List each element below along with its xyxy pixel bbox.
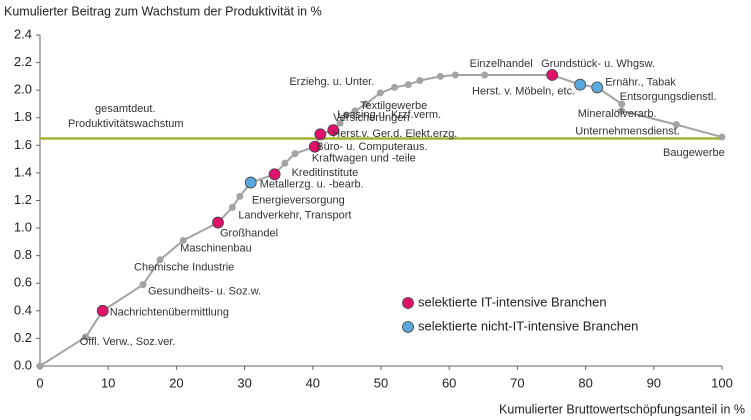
point [376, 89, 384, 97]
legend-label: selektierte nicht-IT-intensive Branchen [418, 318, 638, 333]
point [228, 203, 236, 211]
point-label: Kraftwagen und -teile [312, 153, 416, 165]
point-label: Großhandel [220, 227, 278, 239]
point [618, 100, 626, 108]
point [179, 236, 187, 244]
point-label: Entsorgungsdienstl. [620, 91, 717, 103]
point-label: Ernähr., Tabak [605, 76, 676, 88]
y-tick-label: 2.2 [14, 54, 32, 69]
y-tick-label: 0.2 [14, 330, 32, 345]
point-label: Büro- u. Computeraus. [316, 141, 427, 153]
y-tick-label: 0.8 [14, 247, 32, 262]
y-tick-label: 0.6 [14, 275, 32, 290]
x-axis-title: Kumulierter Bruttowertschöpfungsanteil i… [499, 402, 745, 416]
reference-label: Produktivitätswachstum [68, 118, 184, 130]
point [342, 111, 350, 119]
legend-marker [402, 321, 414, 333]
highlight-point [268, 168, 281, 181]
point [391, 83, 399, 91]
x-tick-label: 60 [442, 375, 456, 390]
y-tick-label: 2.0 [14, 82, 32, 97]
y-tick-label: 2.4 [14, 26, 32, 41]
point [618, 107, 626, 115]
y-axis-title: Kumulierter Beitrag zum Wachstum der Pro… [4, 4, 322, 18]
point-label: Erziehg. u. Unter. [289, 76, 374, 88]
point-label: Metallerzg. u. -bearb. [260, 178, 364, 190]
point [351, 107, 359, 115]
y-tick-label: 1.2 [14, 192, 32, 207]
highlight-point [314, 128, 327, 141]
point-label: Landverkehr, Transport [238, 209, 351, 221]
point [451, 71, 459, 79]
highlight-point [212, 216, 224, 229]
point-label: Baugewerbe [663, 147, 725, 159]
point [362, 100, 370, 108]
point-label: Nachrichtenübermittlung [110, 307, 229, 319]
x-tick-label: 90 [647, 375, 661, 390]
y-tick-label: 1.8 [14, 109, 32, 124]
point [281, 159, 289, 167]
point-label: Kreditinstitute [292, 167, 359, 179]
point-label: Mineralölverarb. [578, 108, 657, 120]
curve [39, 73, 723, 367]
point [82, 333, 90, 341]
reference-label: gesamtdeut. [95, 103, 156, 115]
highlight-point [591, 81, 604, 94]
y-tick-label: 1.6 [14, 137, 32, 152]
point-label: Einzelhandel [470, 58, 533, 70]
point [718, 133, 726, 141]
x-tick-label: 70 [510, 375, 524, 390]
point [672, 121, 680, 129]
x-tick-label: 30 [237, 375, 251, 390]
point [436, 72, 444, 80]
highlight-point [308, 140, 321, 153]
point [291, 150, 299, 158]
highlight-point [244, 176, 257, 189]
x-tick-label: 10 [101, 375, 115, 390]
point [416, 77, 424, 85]
point-label: Chemische Industrie [134, 262, 234, 274]
x-tick-label: 80 [578, 375, 592, 390]
legend-marker [402, 297, 414, 309]
point-label: Unternehmensdienst. [575, 126, 680, 138]
y-tick-label: 1.4 [14, 164, 32, 179]
point-label: Herst. v. Möbeln, etc. [472, 86, 575, 98]
point-label: Energieversorgung [252, 194, 345, 206]
x-tick-label: 20 [169, 375, 183, 390]
point-label: Öffl. Verw., Soz.ver. [80, 336, 176, 348]
x-tick-label: 0 [36, 375, 43, 390]
point [336, 119, 344, 127]
x-tick-label: 40 [306, 375, 320, 390]
point [481, 71, 489, 79]
point-label: Leasing u. Krzf.verm. [337, 109, 441, 121]
y-tick-label: 0.0 [14, 357, 32, 372]
point-label: Herst.v. Ger.d. Elekt.erzg. [332, 128, 457, 140]
x-tick-label: 100 [711, 375, 733, 390]
highlight-point [327, 124, 340, 137]
point [404, 81, 412, 89]
y-tick-label: 1.0 [14, 220, 32, 235]
point-label: Maschinenbau [180, 242, 252, 254]
highlight-point [574, 78, 587, 91]
point-label: Grundstück- u. Whgsw. [541, 58, 655, 70]
point-label: Gesundheits- u. Soz.w. [148, 286, 261, 298]
legend-label: selektierte IT-intensive Branchen [418, 294, 607, 309]
highlight-point [96, 304, 109, 317]
point [36, 362, 44, 370]
point [236, 192, 244, 200]
point [156, 256, 164, 264]
highlight-point [546, 69, 559, 81]
y-tick-label: 0.4 [14, 302, 32, 317]
point [139, 281, 147, 289]
point-label: Textilgewerbe [360, 100, 427, 112]
x-tick-label: 50 [374, 375, 388, 390]
point-label: Versicherungen [333, 112, 409, 124]
